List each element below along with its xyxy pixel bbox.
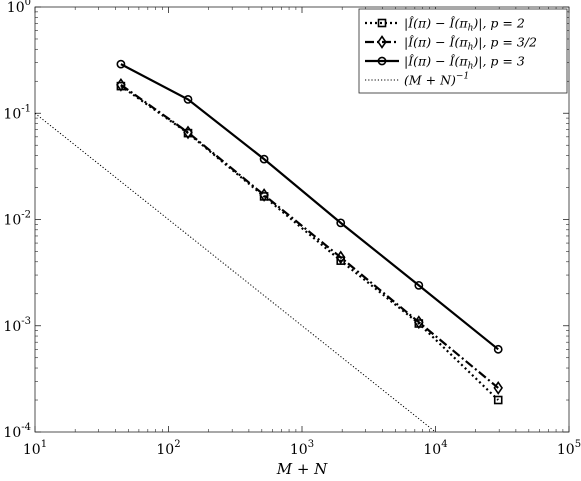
x-tick-base: 10 <box>23 442 41 458</box>
legend-label: |Î(π) − Î(πh)|, p = 3 <box>404 54 525 72</box>
x-axis-ticks: 101 102 103 104 105 <box>23 7 581 458</box>
x-tick-exponent: 4 <box>441 439 447 450</box>
x-tick-label: 105 <box>557 439 581 458</box>
legend-label: |Î(π) − Î(πh)|, p = 2 <box>404 16 525 34</box>
series-line <box>120 63 499 351</box>
y-tick-base: 10 <box>7 0 25 16</box>
y-tick-base: 10 <box>3 106 21 122</box>
data-point <box>116 77 126 92</box>
legend-text-tail: )|, p = 3 <box>472 54 524 69</box>
data-point <box>116 59 126 69</box>
series-line <box>120 83 499 389</box>
series-2 <box>116 77 503 395</box>
legend-entry: (M + N)−1 <box>365 72 469 88</box>
legend-box <box>358 8 568 94</box>
data-point <box>493 395 503 405</box>
legend-marker <box>377 18 387 28</box>
x-tick-base: 10 <box>290 442 308 458</box>
data-point <box>335 250 346 265</box>
legend-entry: |Î(π) − Î(πh)|, p = 3/2 <box>365 35 537 53</box>
data-point <box>259 154 269 164</box>
legend-marker <box>377 56 387 66</box>
legend-text-main: |Î(π) − Î(π <box>404 54 468 69</box>
legend-text-tail: )|, p = 2 <box>472 16 524 31</box>
series-line <box>120 85 499 401</box>
legend-text-sub: h <box>468 62 474 72</box>
legend-entry: |Î(π) − Î(πh)|, p = 3 <box>365 54 525 72</box>
data-point <box>183 95 193 104</box>
x-tick-base: 10 <box>423 442 441 458</box>
legend-text-sub: h <box>468 43 474 53</box>
legend-entry: |Î(π) − Î(πh)|, p = 2 <box>365 16 525 34</box>
y-tick-label: 100 <box>7 0 31 16</box>
x-tick-base: 10 <box>557 442 575 458</box>
data-point <box>493 344 503 354</box>
y-tick-label: 10-1 <box>3 103 31 122</box>
y-tick-base: 10 <box>3 425 21 441</box>
x-tick-base: 10 <box>156 442 174 458</box>
legend: |Î(π) − Î(πh)|, p = 2|Î(π) − Î(πh)|, p =… <box>358 8 568 94</box>
y-tick-label: 10-2 <box>3 210 31 229</box>
data-point <box>336 218 346 228</box>
series-group <box>34 59 503 433</box>
series-3 <box>116 59 503 354</box>
x-tick-label: 102 <box>156 439 180 458</box>
x-tick-label: 101 <box>23 439 47 458</box>
legend-label: |Î(π) − Î(πh)|, p = 3/2 <box>404 35 537 53</box>
legend-label: (M + N)−1 <box>404 72 469 88</box>
x-tick-exponent: 5 <box>575 439 581 450</box>
data-point <box>493 381 503 395</box>
series-4 <box>34 112 436 433</box>
data-point <box>183 125 193 140</box>
y-tick-exponent: -4 <box>21 422 31 433</box>
y-tick-exponent: 0 <box>25 0 31 8</box>
legend-text-main: |Î(π) − Î(π <box>404 35 468 50</box>
x-tick-exponent: 1 <box>41 439 47 450</box>
y-tick-exponent: -3 <box>21 316 31 327</box>
legend-text-main: |Î(π) − Î(π <box>404 16 468 31</box>
x-tick-exponent: 2 <box>174 439 180 450</box>
y-tick-base: 10 <box>3 213 21 229</box>
legend-text-sub: h <box>468 24 474 34</box>
legend-text-main: (M + N) <box>404 73 456 88</box>
data-point <box>259 188 269 202</box>
y-tick-exponent: -1 <box>21 103 31 114</box>
y-tick-label: 10-4 <box>3 422 31 441</box>
data-point <box>414 280 424 290</box>
data-point <box>414 315 424 330</box>
legend-marker <box>377 35 387 49</box>
x-axis-label: M + N <box>276 460 328 478</box>
y-tick-label: 10-3 <box>3 316 31 335</box>
x-tick-label: 104 <box>423 439 447 458</box>
series-line <box>34 112 436 433</box>
legend-text-sup: −1 <box>456 72 469 82</box>
x-tick-exponent: 3 <box>308 439 314 450</box>
y-tick-base: 10 <box>3 319 21 335</box>
y-tick-exponent: -2 <box>21 210 31 221</box>
legend-text-tail: )|, p = 3/2 <box>472 35 537 50</box>
x-tick-label: 103 <box>290 439 314 458</box>
